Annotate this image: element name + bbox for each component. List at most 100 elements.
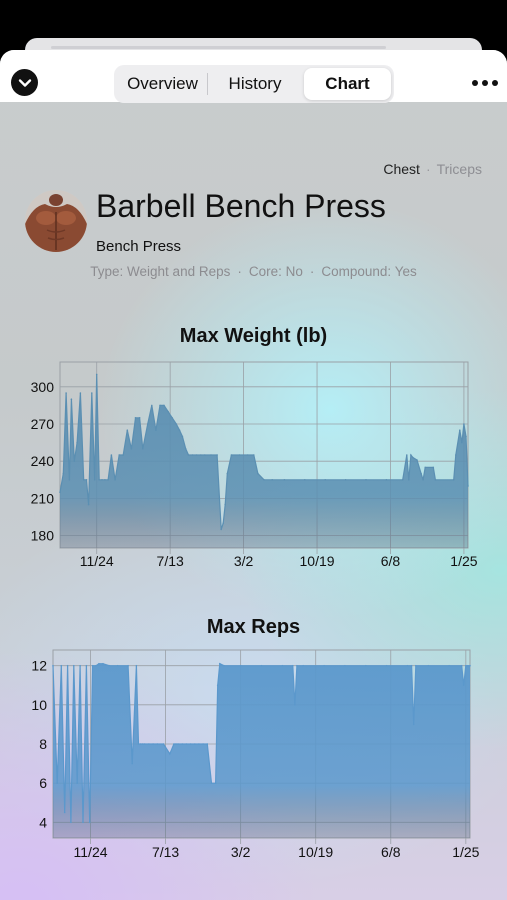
- weight-data-point: [114, 479, 116, 481]
- y-tick-label: 4: [39, 814, 47, 830]
- weight-data-point: [93, 479, 96, 481]
- reps-data-point: [448, 664, 450, 667]
- reps-data-point: [141, 743, 144, 745]
- weight-data-point: [68, 479, 71, 481]
- reps-data-point: [365, 664, 367, 667]
- y-tick-label: 270: [31, 416, 55, 432]
- reps-data-point: [173, 743, 175, 745]
- reps-data-point: [156, 743, 159, 745]
- weight-data-point: [163, 404, 165, 407]
- weight-data-point: [257, 472, 259, 475]
- weight-data-point: [420, 472, 422, 475]
- reps-data-point: [292, 664, 294, 667]
- reps-data-point: [102, 662, 104, 665]
- reps-data-point: [56, 782, 58, 784]
- meta-separator: ·: [309, 264, 315, 279]
- weight-data-point: [65, 392, 67, 394]
- weight-data-point: [82, 479, 85, 481]
- weight-data-point: [263, 479, 265, 481]
- reps-data-point: [410, 664, 413, 667]
- max-reps-chart-title: Max Reps: [206, 616, 301, 638]
- weight-data-point: [304, 479, 306, 481]
- y-tick-label: 8: [39, 736, 47, 752]
- reps-data-point: [467, 664, 469, 667]
- weight-data-point: [130, 448, 133, 450]
- weight-data-point: [230, 454, 233, 456]
- primary-muscle: Chest: [383, 161, 420, 177]
- max-weight-chart: 180 210 240 270 300 11/24 7/13 3/2 10/19 6/8 1/25: [31, 361, 478, 569]
- exercise-avatar: [25, 190, 87, 252]
- x-tick-label: 11/24: [74, 844, 108, 860]
- weight-data-point: [200, 454, 202, 456]
- reps-data-point: [95, 664, 97, 667]
- weight-data-point: [467, 485, 469, 487]
- weight-data-point: [101, 479, 103, 481]
- x-tick-label: 3/2: [234, 553, 254, 569]
- weight-data-point: [461, 441, 463, 444]
- exercise-meta: Type: Weight and Reps · Core: No · Compound:…: [0, 264, 507, 279]
- reps-data-point: [296, 664, 298, 667]
- reps-data-point: [344, 664, 346, 667]
- weight-data-point: [204, 454, 206, 456]
- weight-data-point: [87, 503, 90, 506]
- reps-data-point: [76, 782, 78, 784]
- weight-series-area: [60, 374, 468, 548]
- weight-data-point: [432, 466, 435, 469]
- weight-data-point: [324, 479, 327, 481]
- reps-data-point: [185, 743, 188, 745]
- weight-data-point: [416, 459, 418, 461]
- reps-data-point: [98, 662, 100, 665]
- tab-overview[interactable]: Overview: [127, 74, 198, 93]
- x-tick-label: 3/2: [231, 844, 251, 860]
- x-tick-label: 10/19: [298, 844, 333, 860]
- dismiss-button[interactable]: [11, 69, 38, 96]
- weight-data-point: [283, 479, 286, 481]
- weight-data-point: [73, 460, 76, 462]
- weight-data-point: [410, 454, 412, 456]
- reps-series-area: [53, 663, 470, 838]
- x-tick-label: 1/25: [450, 553, 477, 569]
- weight-data-point: [95, 373, 98, 376]
- weight-data-point: [226, 472, 229, 475]
- weight-data-point: [175, 423, 178, 425]
- weight-data-point: [271, 479, 274, 481]
- reps-data-point: [70, 821, 72, 824]
- x-tick-label: 7/13: [157, 553, 184, 569]
- reps-data-point: [177, 743, 179, 745]
- meta-core: Core: No: [248, 264, 303, 279]
- reps-data-point: [108, 664, 111, 667]
- tab-history[interactable]: History: [228, 74, 282, 93]
- weight-data-point: [401, 479, 404, 481]
- weight-data-point: [155, 429, 157, 431]
- reps-data-point: [323, 664, 325, 667]
- x-tick-label: 1/25: [452, 844, 479, 860]
- weight-data-point: [110, 454, 113, 456]
- muscle-separator: ·: [425, 161, 431, 177]
- reps-data-point: [219, 662, 221, 665]
- exercise-subtitle: Bench Press: [96, 238, 182, 255]
- x-tick-label: 7/13: [152, 844, 179, 860]
- more-icon-dot: [492, 80, 498, 86]
- weight-data-point: [181, 435, 184, 438]
- x-tick-label: 11/24: [80, 553, 114, 569]
- top-bar: Overview History Chart: [0, 50, 507, 103]
- meta-type: Type: Weight and Reps: [90, 264, 231, 279]
- y-tick-label: 12: [31, 658, 47, 674]
- y-tick-label: 210: [31, 490, 55, 506]
- weight-data-point: [385, 479, 388, 481]
- weight-data-point: [151, 404, 153, 407]
- weight-data-point: [365, 479, 367, 481]
- segment-divider: [207, 73, 208, 95]
- weight-data-point: [459, 429, 461, 431]
- tab-chart[interactable]: Chart: [304, 68, 391, 100]
- weight-data-point: [452, 479, 455, 481]
- reps-data-point: [302, 664, 305, 667]
- weight-data-point: [463, 423, 465, 425]
- reps-data-point: [60, 664, 63, 667]
- reps-data-point: [116, 664, 119, 667]
- reps-data-point: [52, 664, 54, 667]
- reps-data-point: [181, 743, 184, 745]
- max-weight-chart-title: Max Weight (lb): [179, 325, 328, 347]
- weight-data-point: [107, 479, 109, 481]
- more-options-button[interactable]: [472, 76, 502, 90]
